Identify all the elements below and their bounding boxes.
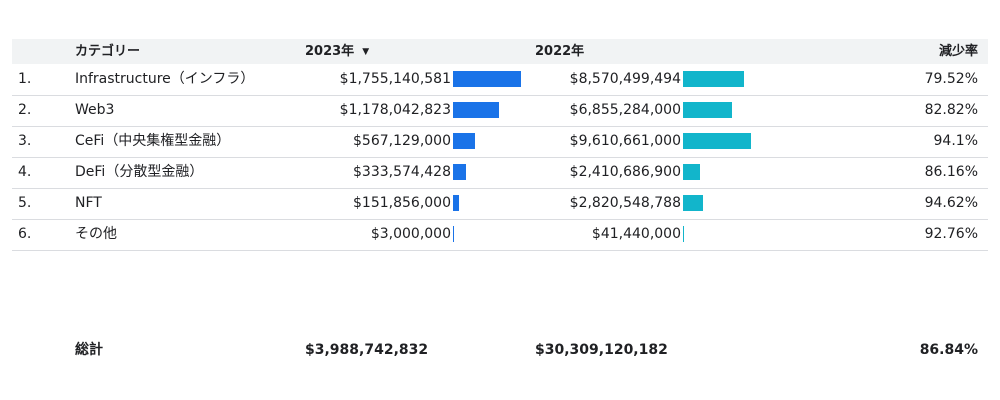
table-row[interactable]: 5. NFT $151,856,000 $2,820,548,788 94.62%	[12, 188, 988, 220]
bar-2022	[683, 164, 701, 180]
row-value-2023: $567,129,000	[353, 133, 451, 149]
row-value-2022: $41,440,000	[591, 226, 681, 242]
row-rank: 1.	[18, 71, 32, 87]
total-decrease-rate: 86.84%	[919, 342, 978, 358]
bar-2022	[683, 71, 744, 87]
row-category: DeFi（分散型金融）	[75, 164, 204, 180]
row-rank: 5.	[18, 195, 32, 211]
header-2023-label: 2023年	[305, 44, 355, 59]
bar-2022	[683, 195, 703, 211]
bar-2023	[453, 71, 521, 87]
total-2023: $3,988,742,832	[305, 342, 429, 358]
bar-2023	[453, 164, 466, 180]
row-decrease-rate: 86.16%	[924, 164, 978, 180]
header-decrease-rate[interactable]: 減少率	[938, 44, 978, 59]
row-value-2022: $9,610,661,000	[569, 133, 681, 149]
row-decrease-rate: 92.76%	[924, 226, 978, 242]
sort-descending-icon[interactable]: ▼	[362, 47, 370, 57]
row-value-2022: $2,820,548,788	[569, 195, 681, 211]
bar-2023	[453, 102, 499, 118]
bar-2023	[453, 133, 475, 149]
row-value-2022: $2,410,686,900	[569, 164, 681, 180]
bar-2022	[683, 102, 732, 118]
row-value-2023: $333,574,428	[353, 164, 451, 180]
bar-2022	[683, 226, 684, 242]
row-value-2023: $3,000,000	[370, 226, 451, 242]
bar-2023	[453, 195, 459, 211]
row-decrease-rate: 94.1%	[933, 133, 978, 149]
row-value-2023: $151,856,000	[353, 195, 451, 211]
header-2023[interactable]: 2023年 ▼	[305, 39, 369, 64]
row-decrease-rate: 94.62%	[924, 195, 978, 211]
row-value-2023: $1,755,140,581	[339, 71, 451, 87]
row-category: Web3	[75, 102, 115, 118]
total-label: 総計	[75, 342, 103, 358]
row-rank: 4.	[18, 164, 32, 180]
table-header: カテゴリー 2023年 ▼ 2022年 減少率	[12, 39, 988, 64]
row-value-2022: $8,570,499,494	[569, 71, 681, 87]
header-2022[interactable]: 2022年	[535, 44, 585, 59]
header-category[interactable]: カテゴリー	[75, 44, 141, 59]
row-category: NFT	[75, 195, 102, 211]
table-row[interactable]: 1. Infrastructure（インフラ） $1,755,140,581 $8,5…	[12, 64, 988, 96]
row-decrease-rate: 82.82%	[924, 102, 978, 118]
row-rank: 6.	[18, 226, 32, 242]
table-row[interactable]: 4. DeFi（分散型金融） $333,574,428 $2,410,686,900 8…	[12, 157, 988, 189]
row-category: CeFi（中央集権型金融）	[75, 133, 231, 149]
row-value-2023: $1,178,042,823	[339, 102, 451, 118]
bar-2023	[453, 226, 454, 242]
row-category: その他	[75, 226, 117, 242]
bar-2022	[683, 133, 751, 149]
row-rank: 3.	[18, 133, 32, 149]
row-value-2022: $6,855,284,000	[569, 102, 681, 118]
row-decrease-rate: 79.52%	[924, 71, 978, 87]
table-row[interactable]: 3. CeFi（中央集権型金融） $567,129,000 $9,610,661,00…	[12, 126, 988, 158]
row-rank: 2.	[18, 102, 32, 118]
row-category: Infrastructure（インフラ）	[75, 71, 255, 87]
table-row[interactable]: 2. Web3 $1,178,042,823 $6,855,284,000 82.82%	[12, 95, 988, 127]
total-2022: $30,309,120,182	[535, 342, 668, 358]
totals-row: 総計 $3,988,742,832 $30,309,120,182 86.84%	[12, 334, 988, 366]
table-row[interactable]: 6. その他 $3,000,000 $41,440,000 92.76%	[12, 219, 988, 251]
